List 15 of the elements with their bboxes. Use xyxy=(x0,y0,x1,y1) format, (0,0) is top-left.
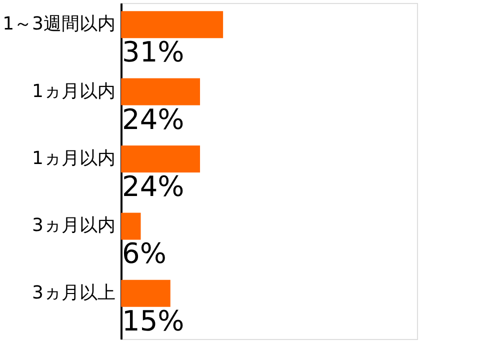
y-tick-label: 1～3週間以内 xyxy=(2,14,116,35)
y-tick-label: 3ヵ月以内 xyxy=(32,215,116,236)
data-label: 6% xyxy=(122,237,166,270)
bar xyxy=(121,11,224,38)
data-label: 15% xyxy=(122,304,184,338)
bar xyxy=(121,146,200,172)
data-label: 24% xyxy=(122,170,184,203)
y-tick-label: 3ヵ月以上 xyxy=(32,282,116,304)
bar xyxy=(121,212,141,240)
bar xyxy=(121,78,200,106)
y-tick-label: 1ヵ月以内 xyxy=(32,80,116,102)
data-label: 31% xyxy=(122,36,184,69)
data-label: 24% xyxy=(122,102,184,136)
y-tick-label: 1ヵ月以内 xyxy=(32,148,116,169)
bar xyxy=(121,280,170,307)
